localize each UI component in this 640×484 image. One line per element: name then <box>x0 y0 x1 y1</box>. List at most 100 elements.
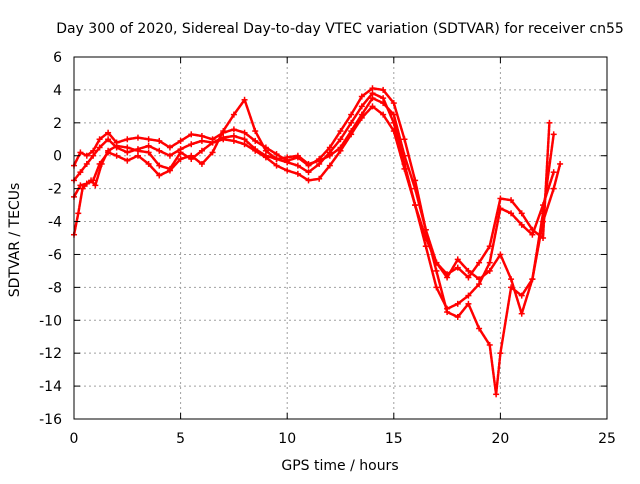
data-point <box>305 177 312 184</box>
data-point <box>198 137 205 144</box>
data-point <box>273 156 280 163</box>
data-point <box>156 137 163 144</box>
x-tick-label: 0 <box>70 431 79 447</box>
data-point <box>230 137 237 144</box>
data-point <box>518 221 525 228</box>
data-point <box>557 160 564 167</box>
y-tick-label: -12 <box>39 346 62 362</box>
data-point <box>156 147 163 154</box>
data-point <box>546 119 553 126</box>
data-point <box>412 202 419 209</box>
plot-frame <box>73 56 608 420</box>
data-point <box>337 128 344 135</box>
data-point <box>369 95 376 102</box>
data-point <box>252 147 259 154</box>
data-point <box>337 136 344 143</box>
data-point <box>348 111 355 118</box>
x-tick-label: 5 <box>176 431 185 447</box>
data-point <box>497 251 504 258</box>
data-point <box>486 267 493 274</box>
y-tick-label: 2 <box>53 116 62 132</box>
data-point <box>497 350 504 357</box>
data-point <box>401 165 408 172</box>
data-point <box>433 284 440 291</box>
data-point <box>177 156 184 163</box>
data-point <box>241 129 248 136</box>
data-point <box>444 274 451 281</box>
data-point <box>134 152 141 159</box>
data-point <box>113 142 120 149</box>
data-point <box>188 141 195 148</box>
data-point <box>401 136 408 143</box>
data-point <box>380 86 387 93</box>
y-tick-label: -14 <box>39 379 62 395</box>
data-point <box>465 274 472 281</box>
data-point <box>422 226 429 233</box>
data-point <box>390 100 397 107</box>
data-point <box>476 259 483 266</box>
y-tick-label: -4 <box>48 215 62 231</box>
data-point <box>241 141 248 148</box>
data-point <box>454 313 461 320</box>
data-point <box>177 137 184 144</box>
y-axis-label: SDTVAR / TECUs <box>7 183 23 298</box>
data-point <box>284 167 291 174</box>
y-tick-label: 0 <box>53 149 62 165</box>
data-point <box>380 100 387 107</box>
data-point <box>316 175 323 182</box>
y-tick-label: 4 <box>53 83 62 99</box>
series-trace-3 <box>72 105 562 315</box>
data-point <box>252 128 259 135</box>
x-tick-label: 20 <box>491 431 509 447</box>
data-point <box>518 210 525 217</box>
data-point <box>262 154 269 161</box>
data-point <box>476 325 483 332</box>
axes: 0 5 10 15 20 25 -16 -14 -12 -10 -8 -6 -4 -2 0 2 4 6 <box>39 50 616 447</box>
data-point <box>294 152 301 159</box>
data-point <box>209 149 216 156</box>
data-point <box>305 169 312 176</box>
data-point <box>401 152 408 159</box>
data-point <box>518 292 525 299</box>
y-tick-label: -2 <box>48 182 62 198</box>
data-point <box>550 131 557 138</box>
data-point <box>262 147 269 154</box>
data-point <box>294 170 301 177</box>
data-point <box>145 136 152 143</box>
data-point <box>188 131 195 138</box>
data-point <box>518 310 525 317</box>
data-point <box>476 276 483 283</box>
data-point <box>284 154 291 161</box>
data-point <box>209 139 216 146</box>
y-tick-label: -16 <box>39 412 62 428</box>
data-point <box>465 300 472 307</box>
data-point <box>145 160 152 167</box>
data-point <box>166 144 173 151</box>
series-layer <box>71 85 564 398</box>
data-point <box>77 169 84 176</box>
data-point <box>326 162 333 169</box>
y-tick-label: -6 <box>48 247 62 263</box>
data-point <box>454 264 461 271</box>
data-point <box>508 276 515 283</box>
data-point <box>380 111 387 118</box>
data-point <box>105 149 112 156</box>
data-point <box>486 259 493 266</box>
data-point <box>124 157 131 164</box>
data-point <box>508 197 515 204</box>
y-tick-label: 6 <box>53 50 62 66</box>
y-tick-label: -8 <box>48 280 62 296</box>
data-point <box>77 149 84 156</box>
data-point <box>177 149 184 156</box>
data-point <box>497 195 504 202</box>
data-point <box>90 177 97 184</box>
data-point <box>369 103 376 110</box>
data-point <box>134 134 141 141</box>
data-point <box>316 157 323 164</box>
data-point <box>358 103 365 110</box>
data-point <box>412 185 419 192</box>
data-point <box>156 172 163 179</box>
data-point <box>390 128 397 135</box>
data-point <box>465 267 472 274</box>
